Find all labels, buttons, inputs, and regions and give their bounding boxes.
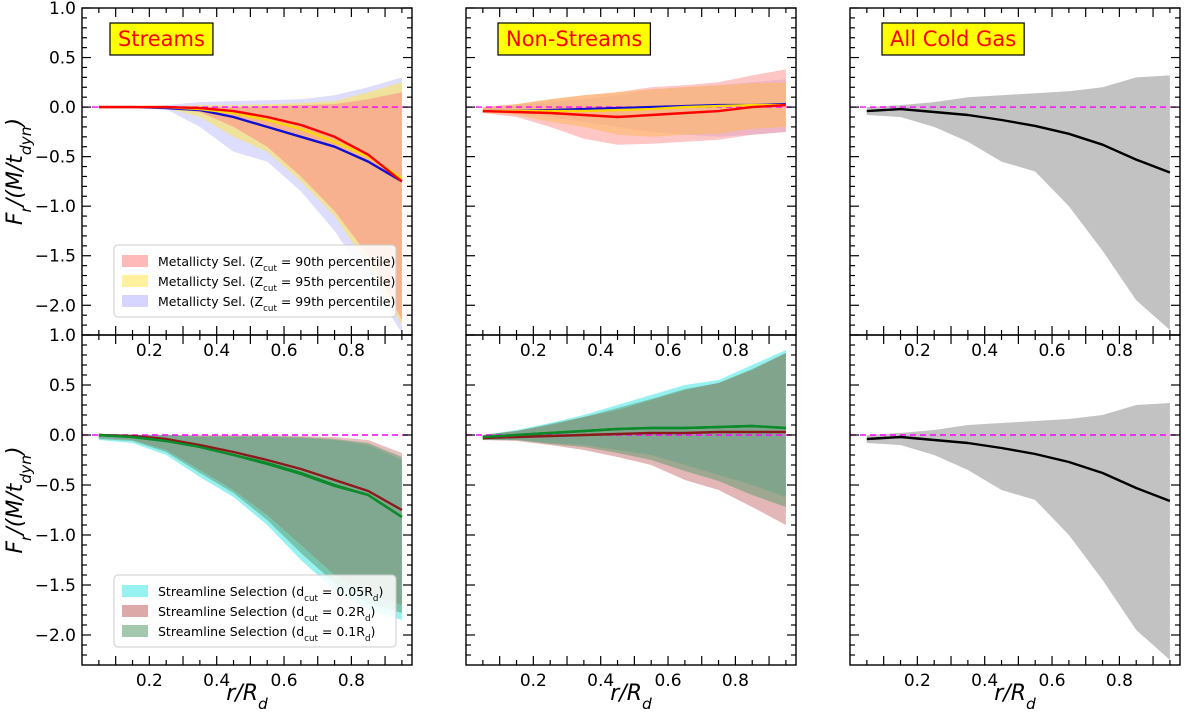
panel-title: All Cold Gas <box>881 22 1025 56</box>
mean-line-line_red <box>98 105 403 183</box>
legend-swatch-red <box>122 255 148 267</box>
legend-box <box>113 244 397 318</box>
x-axis-title: r/Rd <box>994 681 1036 713</box>
y-tick-label: 0.0 <box>49 98 76 118</box>
band-grey <box>866 403 1170 660</box>
legend: Streamline Selection (dcut = 0.05Rd)Stre… <box>113 574 397 648</box>
x-tick-label: 0.6 <box>1039 341 1066 361</box>
plot-area <box>466 69 796 145</box>
legend-box <box>113 574 397 648</box>
panel-streams-metallicity: 0.2 0.4 0.6 0.8 1.0 0.5 0.0 −0.5 −1.0 −1.5 −2.0 Fr/… <box>3 0 413 361</box>
band-green <box>98 435 402 613</box>
panel-title: Non-Streams <box>497 22 651 56</box>
mean-line-line_brown <box>482 430 786 440</box>
axes-frame <box>81 334 413 666</box>
x-tick-label: 0.4 <box>587 671 614 691</box>
y-tick-label: 0.0 <box>49 426 76 446</box>
plot-area <box>466 350 796 525</box>
x-tick-label: 0.6 <box>655 671 682 691</box>
x-tick-label: 0.6 <box>271 341 298 361</box>
panel-all-cold-gas-top: 0.2 0.4 0.6 0.8 All Cold Gas <box>849 7 1181 361</box>
band-grey <box>866 75 1170 331</box>
panel-nonstreams-metallicity: 0.2 0.4 0.6 0.8 Non-Streams <box>465 7 797 361</box>
axes-frame <box>465 334 797 666</box>
x-tick-label: 0.2 <box>520 341 547 361</box>
y-tick-label: −2.0 <box>35 296 76 316</box>
panel-title-text: Streams <box>118 27 205 51</box>
x-tick-label: 0.6 <box>271 671 298 691</box>
x-tick-label: 0.2 <box>904 671 931 691</box>
x-tick-label: 0.2 <box>136 341 163 361</box>
x-tick-label: 0.8 <box>1106 341 1133 361</box>
legend-label: Metallicty Sel. (Zcut = 99th percentile) <box>158 294 395 314</box>
mean-line-line_brown <box>98 433 403 512</box>
plot-area <box>850 403 1180 660</box>
y-tick-label: 1.0 <box>49 326 76 346</box>
x-tick-label: 0.8 <box>722 341 749 361</box>
x-tick-label: 0.8 <box>338 341 365 361</box>
plot-area <box>82 433 412 620</box>
legend-swatch-yellow <box>122 275 148 287</box>
panel-streams-streamline: 0.2 0.4 0.6 0.8 1.0 0.5 0.0 −0.5 −1.0 −1.5 −2.0 Fr/… <box>3 326 413 713</box>
legend-label: Metallicty Sel. (Zcut = 90th percentile) <box>158 254 395 274</box>
x-tick-label: 0.8 <box>338 671 365 691</box>
mean-line-line_green <box>98 433 403 519</box>
panel-all-cold-gas-bottom: 0.2 0.4 0.6 0.8 r/Rd <box>849 334 1181 713</box>
y-tick-label: 0.5 <box>49 49 76 69</box>
plot-area <box>850 75 1180 331</box>
y-axis-title: Fr/(M/tdyn) <box>3 118 35 225</box>
x-tick-label: 0.6 <box>655 341 682 361</box>
y-tick-label: −1.5 <box>35 576 76 596</box>
x-tick-label: 0.2 <box>136 671 163 691</box>
panel-title-text: All Cold Gas <box>890 27 1016 51</box>
legend: Metallicty Sel. (Zcut = 90th percentile)… <box>113 244 397 318</box>
legend-swatch-blue <box>122 295 148 307</box>
legend-label: Streamline Selection (dcut = 0.2Rd) <box>158 604 375 624</box>
y-tick-label: 0.5 <box>49 376 76 396</box>
band-red <box>98 92 402 321</box>
y-tick-label: −0.5 <box>35 476 76 496</box>
panel-title-text: Non-Streams <box>506 27 642 51</box>
y-tick-label: 1.0 <box>49 0 76 19</box>
x-tick-label: 0.6 <box>1039 671 1066 691</box>
panel-nonstreams-streamline: 0.2 0.4 0.6 0.8 r/Rd <box>465 334 797 713</box>
x-tick-label: 0.4 <box>587 341 614 361</box>
mean-line-line_green <box>482 424 786 439</box>
legend-swatch-cyan <box>122 585 148 597</box>
legend-label: Streamline Selection (dcut = 0.05Rd) <box>158 584 383 604</box>
y-tick-label: −1.0 <box>35 526 76 546</box>
mean-line-line_yellow <box>482 103 786 113</box>
x-tick-label: 0.8 <box>722 671 749 691</box>
panel-title-box <box>497 22 651 56</box>
legend-label: Metallicty Sel. (Zcut = 95th percentile) <box>158 274 395 294</box>
panel-title: Streams <box>109 22 214 56</box>
x-tick-label: 0.4 <box>203 671 230 691</box>
x-tick-label: 0.4 <box>203 341 230 361</box>
y-tick-label: −1.0 <box>35 197 76 217</box>
y-tick-label: −2.0 <box>35 626 76 646</box>
x-tick-label: 0.8 <box>1106 671 1133 691</box>
mean-line-black <box>866 107 1171 174</box>
axes-frame <box>465 7 797 336</box>
x-tick-label: 0.4 <box>971 341 998 361</box>
band-green <box>482 353 786 507</box>
axes-frame <box>849 334 1181 666</box>
mean-line-black <box>866 435 1171 503</box>
x-tick-label: 0.4 <box>971 671 998 691</box>
x-tick-label: 0.2 <box>904 341 931 361</box>
legend-swatch-brown <box>122 605 148 617</box>
mean-line-line_red <box>482 103 786 119</box>
y-axis-title: Fr/(M/tdyn) <box>3 446 35 553</box>
x-axis-title: r/Rd <box>610 681 652 713</box>
plot-area <box>82 77 412 334</box>
panel-title-box <box>881 22 1025 56</box>
legend-swatch-green <box>122 625 148 637</box>
panel-title-box <box>109 22 214 56</box>
x-axis-title: r/Rd <box>226 681 268 713</box>
x-tick-label: 0.2 <box>520 671 547 691</box>
y-tick-label: −0.5 <box>35 148 76 168</box>
legend-label: Streamline Selection (dcut = 0.1Rd) <box>158 624 375 644</box>
y-tick-label: −1.5 <box>35 247 76 267</box>
